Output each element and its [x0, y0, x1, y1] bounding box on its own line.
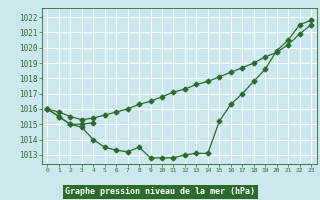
Text: Graphe pression niveau de la mer (hPa): Graphe pression niveau de la mer (hPa) — [65, 187, 255, 196]
